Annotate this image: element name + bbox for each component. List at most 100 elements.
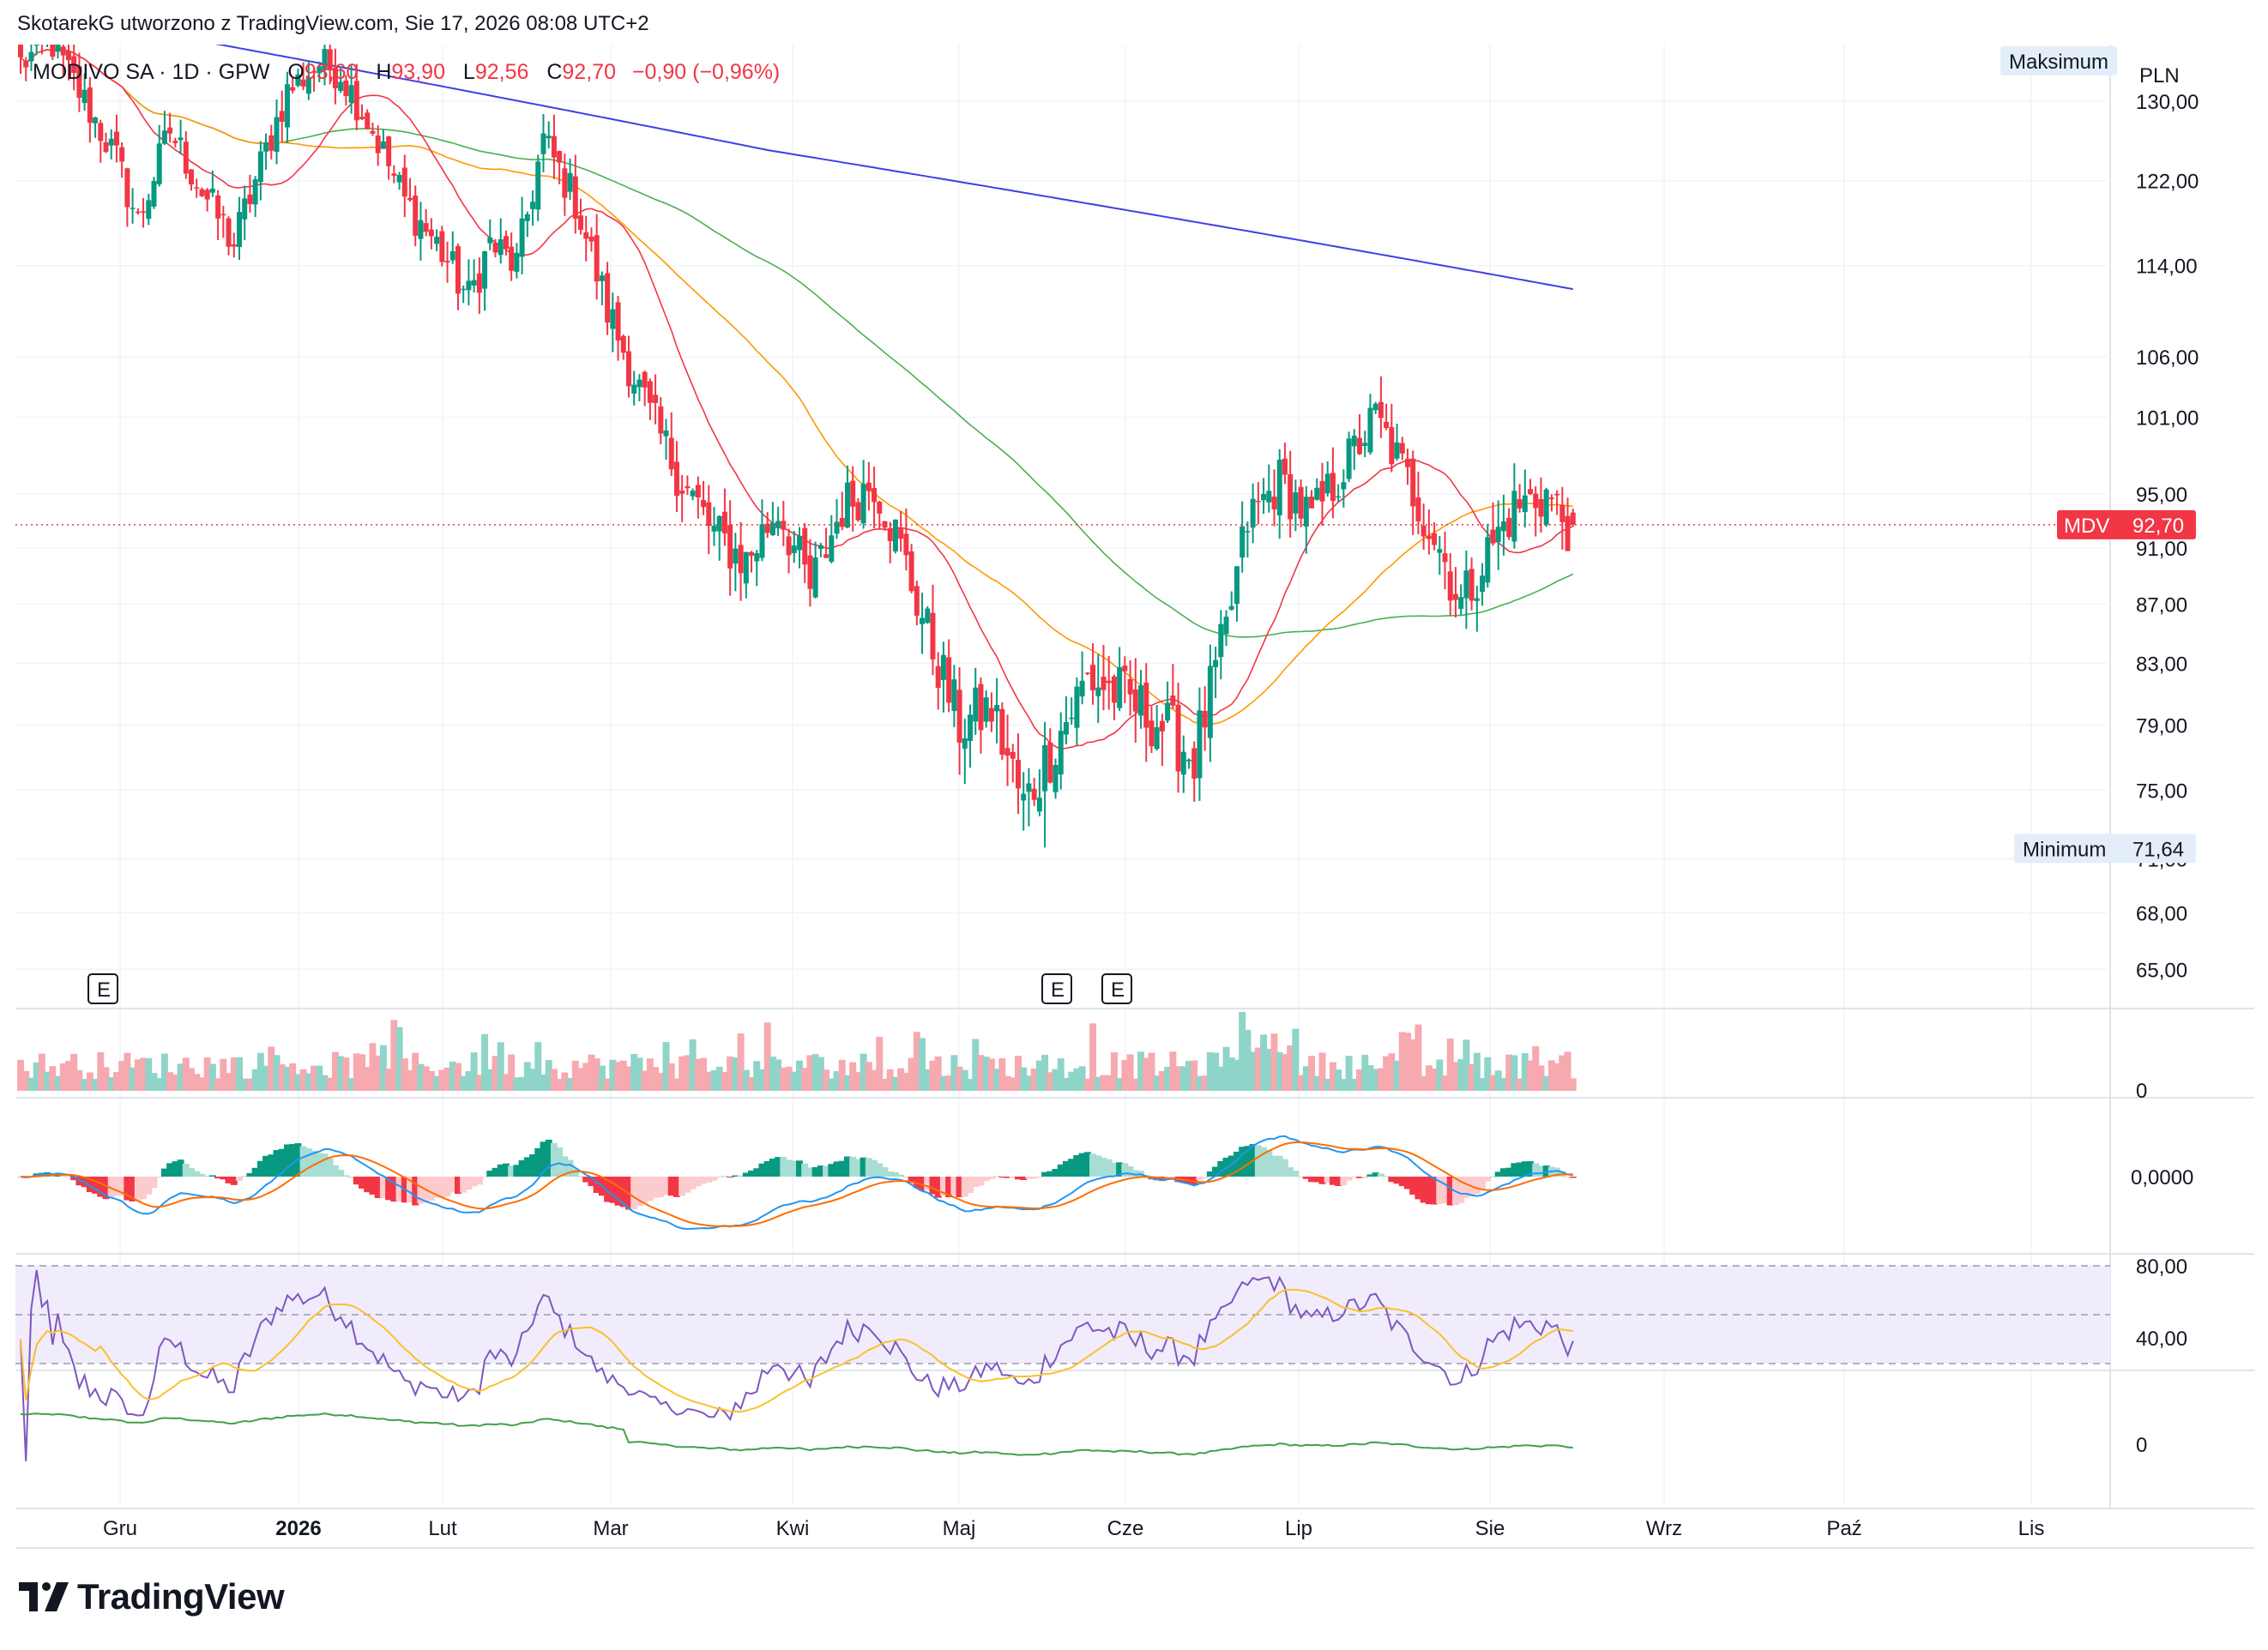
ohlc-legend: MODIVO SA · 1D · GPW O93,60 H93,90 L92,5…: [33, 60, 780, 85]
candle-body: [552, 136, 557, 158]
candle-body: [855, 503, 860, 521]
minimum-label: Minimum: [2023, 838, 2106, 861]
candle-body: [354, 81, 359, 120]
candle-body: [744, 552, 749, 584]
candle-body: [636, 380, 642, 388]
candle-body: [1069, 718, 1074, 720]
candle-body: [247, 195, 252, 204]
candle-body: [669, 437, 674, 469]
volume-pane: [17, 1012, 1577, 1091]
candle-body: [1026, 784, 1031, 792]
candle-body: [1458, 597, 1463, 609]
candle-body: [1021, 794, 1026, 801]
candle-body: [1261, 494, 1266, 500]
candle-body: [477, 274, 482, 293]
price-tick-label: 68,00: [2136, 902, 2187, 925]
candle-body: [397, 175, 402, 183]
currency-label: PLN: [2139, 64, 2180, 87]
candle-body: [792, 545, 797, 553]
price-tick-label: 65,00: [2136, 959, 2187, 982]
candle-body: [151, 181, 156, 207]
candle-body: [402, 168, 407, 197]
candle-body: [1059, 731, 1064, 774]
macd-pane: [17, 1136, 1577, 1229]
rsi-tick-label: 40,00: [2136, 1328, 2187, 1351]
candle-body: [1325, 473, 1330, 493]
candle-body: [1304, 497, 1309, 527]
candle-body: [268, 135, 274, 151]
candle-body: [557, 151, 562, 163]
candle-body: [664, 431, 669, 437]
candle-body: [706, 503, 711, 526]
candle-body: [93, 117, 98, 123]
candle-body: [370, 131, 375, 134]
candle-body: [258, 152, 263, 183]
time-axis-label: Maj: [943, 1517, 976, 1540]
candle-body: [1128, 679, 1133, 695]
candle-body: [1373, 404, 1378, 411]
candle-body: [999, 709, 1004, 755]
candle-body: [290, 87, 295, 91]
candle-body: [1176, 705, 1181, 772]
candle-body: [66, 51, 71, 61]
candle-body: [594, 235, 600, 281]
candle-body: [962, 738, 968, 749]
change-value: −0,90 (−0,96%): [632, 60, 780, 84]
candle-body: [530, 202, 535, 209]
candle-body: [1437, 549, 1442, 552]
candle-body: [274, 117, 280, 152]
candle-body: [205, 190, 210, 199]
candle-body: [1309, 497, 1314, 509]
candle-body: [973, 688, 978, 722]
candle-body: [1319, 481, 1324, 502]
candle-body: [578, 215, 583, 230]
tradingview-logo[interactable]: TradingView: [19, 1576, 284, 1617]
candle-body: [167, 128, 172, 134]
macd-histogram-bar: [150, 1177, 157, 1188]
candle-body: [130, 208, 136, 209]
candle-body: [1197, 710, 1202, 778]
candle-body: [1421, 526, 1427, 537]
candle-body: [114, 131, 119, 145]
ma-mid-line: [21, 49, 1573, 724]
candle-body: [1107, 681, 1112, 683]
candle-body: [429, 230, 434, 237]
candle-body: [1181, 752, 1186, 775]
candle-body: [835, 521, 840, 533]
candle-body: [658, 406, 663, 434]
candle-body: [898, 528, 903, 539]
macd-histogram-bar: [209, 1175, 216, 1177]
candle-body: [1410, 459, 1415, 507]
candle-body: [1490, 530, 1495, 544]
candle-body: [1133, 690, 1138, 712]
candle-body: [968, 714, 973, 741]
candle-body: [263, 142, 268, 152]
candle-body: [232, 244, 237, 247]
candle-body: [909, 551, 914, 591]
candle-body: [215, 196, 220, 219]
earnings-marker-label: E: [97, 979, 111, 1002]
candle-body: [1559, 505, 1565, 522]
candle-body: [1480, 575, 1485, 592]
candle-body: [1384, 422, 1389, 428]
candle-body: [1533, 494, 1538, 509]
candle-body: [631, 385, 636, 394]
candle-body: [1064, 722, 1069, 735]
time-axis-label: Sie: [1475, 1517, 1505, 1540]
candle-body: [1330, 473, 1336, 501]
price-tick-label: 101,00: [2136, 407, 2199, 431]
candle-body: [1282, 459, 1288, 475]
macd-histogram-bar: [1292, 1171, 1299, 1177]
candle-body: [178, 137, 184, 140]
macd-histogram-bar: [1202, 1177, 1209, 1178]
candle-body: [1453, 594, 1458, 600]
candle-body: [1565, 516, 1571, 551]
candle-body: [210, 189, 215, 193]
candle-body: [509, 247, 514, 271]
candle-body: [1143, 683, 1149, 728]
price-tick-label: 91,00: [2136, 538, 2187, 561]
price-tick-label: 130,00: [2136, 91, 2199, 114]
symbol-line[interactable]: MODIVO SA · 1D · GPW: [33, 60, 269, 84]
candle-body: [520, 219, 525, 257]
